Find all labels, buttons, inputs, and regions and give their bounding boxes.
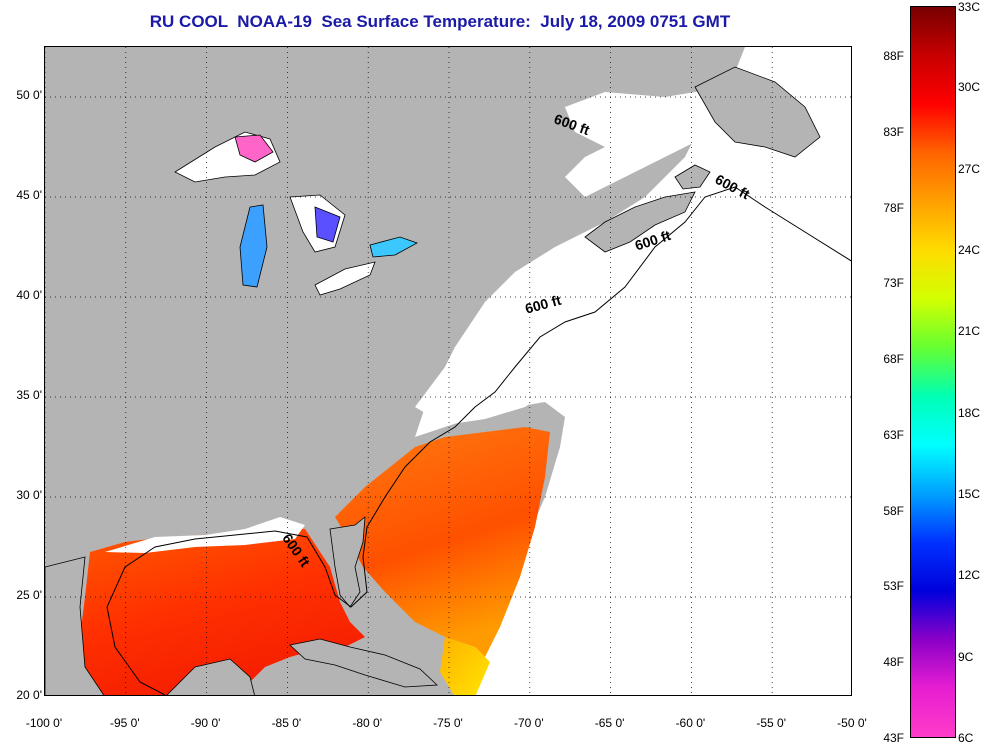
latitude-tick-label: 50 0' [16,88,42,102]
yucatan-land [166,658,255,695]
map-title: RU COOL NOAA-19 Sea Surface Temperature:… [149,12,731,31]
florida-land [329,516,366,608]
colorbar-celsius-label: 12C [958,568,981,583]
newfoundland-land [694,66,821,158]
colorbar-celsius-label: 33C [958,0,981,14]
colorbar-fahrenheit-label: 78F [883,200,904,215]
cuba-land [289,638,438,688]
longitude-tick-label: -90 0' [190,716,221,730]
colorbar-fahrenheit-label: 73F [883,276,904,291]
longitude-tick-label: -50 0' [837,716,867,730]
great-lakes [174,131,418,296]
atlantic-sst [335,427,550,657]
gridlines [45,47,851,695]
lake-huron-cool [314,206,341,243]
longitude-tick-label: -60 0' [675,716,706,730]
sst-map[interactable]: 600 ft 600 ft 600 ft 600 ft 600 ft [44,46,852,696]
lake-erie [314,261,376,296]
latitude-tick-label: 20 0' [16,688,42,702]
shelf-cloud [415,262,605,425]
colorbar-fahrenheit-label: 58F [883,503,904,518]
temperature-colorbar [910,6,956,738]
bahamas-warm [440,637,490,695]
gulf-of-mexico-sst [80,525,365,695]
lake-michigan [239,204,268,288]
longitude-tick-label: -95 0' [109,716,140,730]
latitude-tick-label: 25 0' [16,588,42,602]
lake-superior-warm [234,134,274,163]
colorbar-fahrenheit-label: 88F [883,49,904,63]
longitude-tick-label: -55 0' [756,716,787,730]
latitude-tick-label: 30 0' [16,488,42,502]
colorbar-celsius-label: 15C [958,487,981,501]
cloud-area [565,87,745,197]
longitude-tick-label: -75 0' [433,716,463,730]
latitude-tick-label: 45 0' [16,188,42,202]
colorbar-celsius-label: 30C [958,80,981,95]
colorbar-fahrenheit-label: 43F [883,731,904,745]
colorbar-celsius-label: 6C [958,731,974,745]
colorbar-celsius-label: 18C [958,405,981,420]
colorbar-celsius-label: 9C [958,649,974,664]
nova-scotia-land [584,191,696,253]
ocean-nodata [415,47,851,695]
mexico-land [45,556,105,695]
lake-ontario [369,236,418,258]
longitude-tick-label: -100 0' [25,716,63,730]
colorbar-celsius-label: 24C [958,243,981,257]
gulf-cloud [105,517,305,553]
latitude-tick-label: 35 0' [16,388,42,402]
colorbar-celsius-label: 27C [958,161,981,176]
colorbar-fahrenheit-label: 53F [883,579,904,594]
longitude-tick-label: -85 0' [271,716,302,730]
colorbar-fahrenheit-label: 63F [883,427,904,442]
latitude-tick-label: 40 0' [16,288,42,302]
colorbar-fahrenheit-label: 83F [883,124,904,139]
colorbar-celsius-label: 21C [958,324,981,339]
colorbar-fahrenheit-label: 48F [883,655,904,670]
isobath-600ft-line [106,186,851,695]
longitude-tick-label: -65 0' [594,716,625,730]
longitude-tick-label: -80 0' [352,716,383,730]
longitude-tick-label: -70 0' [513,716,544,730]
colorbar-fahrenheit-label: 68F [883,352,904,367]
